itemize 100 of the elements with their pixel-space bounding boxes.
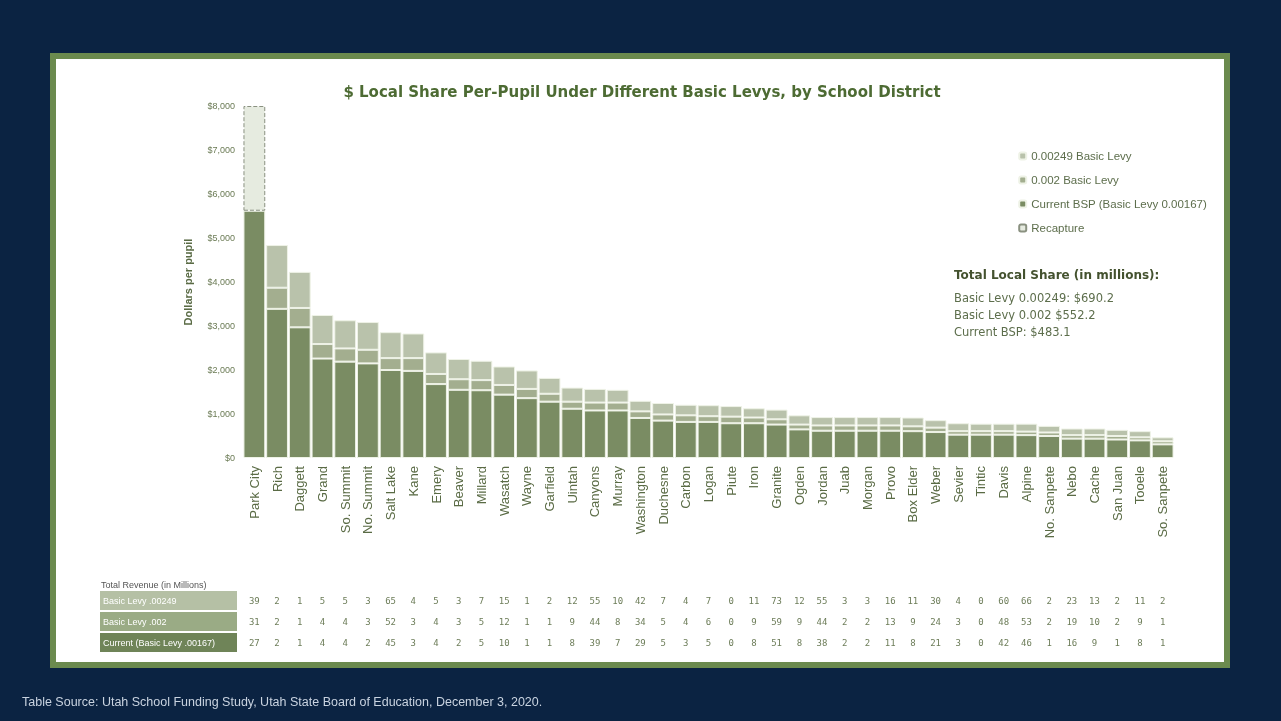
data-label: 11 [907, 595, 919, 606]
x-tick-label: Garfield [542, 466, 558, 512]
data-label: 1 [297, 616, 303, 627]
legend-label: Recapture [1031, 222, 1085, 234]
data-label: 1 [297, 637, 303, 648]
data-label: 7 [705, 595, 712, 606]
data-label: 13 [884, 616, 896, 627]
data-label: 59 [771, 616, 783, 627]
data-label: 10 [498, 637, 510, 648]
data-label: 11 [1134, 595, 1146, 606]
data-label: 0 [978, 637, 984, 648]
data-label: 5 [705, 637, 712, 648]
data-label: 44 [816, 616, 828, 627]
data-label: 0 [728, 595, 734, 606]
annotation: Basic Levy 0.00249: $690.2 [954, 290, 1115, 307]
x-tick-label: So. Sanpete [1155, 466, 1171, 538]
data-label: 0 [728, 616, 734, 627]
data-label: 2 [274, 616, 280, 627]
y-tick-label: $8,000 [207, 101, 235, 111]
text: Total Revenue (in Millions) [101, 579, 207, 590]
data-label: 2 [1046, 616, 1052, 627]
data-label: 5 [478, 616, 485, 627]
data-label: 5 [433, 595, 439, 606]
data-label: 2 [864, 616, 871, 627]
x-tick-label: Logan [701, 466, 716, 503]
annotation: Basic Levy 0.002 $552.2 [954, 307, 1097, 324]
data-label: 45 [385, 637, 397, 648]
data-label: 29 [634, 637, 646, 648]
data-label: 55 [589, 595, 601, 606]
y-tick-label: $7,000 [207, 145, 235, 155]
data-label: 1 [546, 637, 553, 648]
x-tick-label: Uintah [564, 466, 580, 504]
y-tick-label: Basic Levy .00249 [103, 595, 177, 606]
data-label: 31 [248, 616, 260, 627]
data-label: 0 [728, 637, 734, 648]
data-label: 1 [1046, 637, 1052, 648]
data-label: 3 [456, 595, 462, 606]
data-label: 1 [524, 595, 530, 606]
data-label: 4 [683, 595, 689, 606]
x-tick-label: Duchesne [655, 466, 671, 525]
data-label: 1 [546, 616, 553, 627]
data-label: 11 [884, 637, 896, 648]
data-label: 4 [433, 637, 439, 648]
data-label: 1 [297, 595, 303, 606]
x-tick-label: Provo [882, 466, 898, 500]
x-tick-label: Tooele [1132, 466, 1148, 505]
data-label: 6 [705, 616, 712, 627]
x-tick-label: Morgan [859, 466, 875, 511]
x-tick-label: Jordan [814, 466, 830, 506]
x-tick-label: Sevier [950, 465, 966, 503]
data-label: 42 [634, 595, 646, 606]
data-label: 51 [771, 637, 783, 648]
data-label: 0 [978, 595, 984, 606]
data-label: 23 [1066, 595, 1078, 606]
data-label: 4 [342, 616, 348, 627]
data-label: 42 [998, 637, 1010, 648]
y-tick-label: $3,000 [207, 321, 235, 331]
data-label: 3 [683, 637, 689, 648]
x-tick-label: Nebo [1064, 466, 1080, 498]
x-tick-label: San Juan [1109, 466, 1125, 521]
data-label: 3 [456, 616, 462, 627]
data-label: 5 [660, 616, 666, 627]
data-label: 5 [660, 637, 666, 648]
x-tick-label: Washington [632, 466, 648, 535]
y-tick-label: $4,000 [207, 277, 235, 287]
data-label: 2 [864, 637, 871, 648]
data-label: 2 [1159, 595, 1166, 606]
data-label: 12 [498, 616, 510, 627]
data-label: 5 [342, 595, 348, 606]
data-label: 4 [683, 616, 689, 627]
x-tick-label: So. Summit [337, 465, 353, 534]
y-tick-label: $1,000 [207, 409, 235, 419]
data-label: 9 [910, 616, 916, 627]
x-tick-label: Wasatch [496, 466, 512, 517]
x-tick-label: Alpine [1018, 466, 1034, 503]
data-label: 21 [930, 637, 941, 648]
data-label: 2 [365, 637, 371, 648]
x-tick-label: Weber [928, 465, 944, 505]
data-label: 7 [478, 595, 485, 606]
data-label: 4 [342, 637, 348, 648]
data-label: 10 [612, 595, 624, 606]
data-label: 2 [274, 595, 280, 606]
x-tick-label: Rich [269, 466, 285, 493]
data-label: 8 [1137, 637, 1143, 648]
data-label: 38 [816, 637, 828, 648]
x-tick-label: Park City [246, 465, 262, 519]
x-tick-label: Piute [723, 466, 739, 496]
data-label: 19 [1066, 616, 1078, 627]
data-label: 11 [748, 595, 760, 606]
data-label: 3 [955, 637, 961, 648]
data-label: 9 [1091, 637, 1098, 648]
y-tick-label: $5,000 [207, 233, 235, 243]
data-label: 60 [998, 595, 1010, 606]
data-label: 24 [930, 616, 941, 627]
text: Table Source: Utah School Funding Study, Utah State Board of Education, December 3, 2020. [22, 695, 543, 709]
x-tick-label: No. Sanpete [1041, 466, 1057, 539]
data-label: 16 [1066, 637, 1078, 648]
x-tick-label: Carbon [678, 466, 694, 509]
data-label: 8 [569, 637, 575, 648]
x-tick-label: Grand [314, 466, 330, 503]
